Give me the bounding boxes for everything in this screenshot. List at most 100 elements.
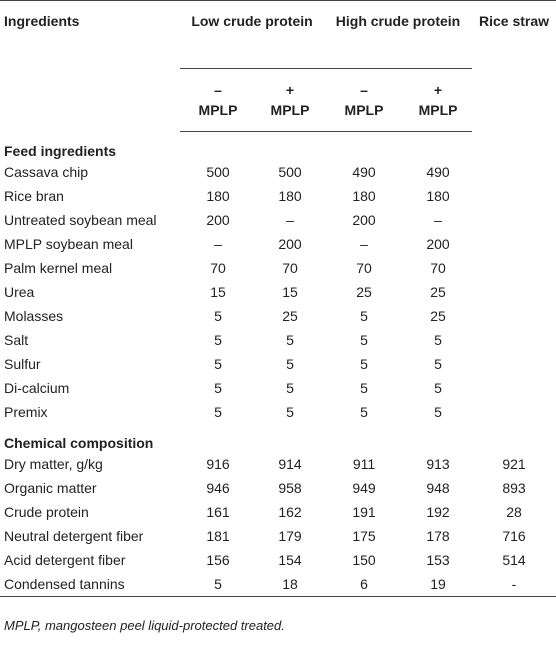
cell: 5 bbox=[214, 380, 222, 396]
cell: 5 bbox=[360, 332, 368, 348]
cell: 911 bbox=[352, 456, 376, 472]
cell: 514 bbox=[502, 552, 526, 568]
cell: 25 bbox=[282, 308, 298, 324]
data-row: Condensed tannins 5 18 6 19- bbox=[0, 572, 556, 597]
treatment-sign: + bbox=[433, 82, 443, 98]
cell: 161 bbox=[206, 504, 230, 520]
cell: 154 bbox=[278, 552, 302, 568]
treatment-label: MPLP bbox=[344, 102, 384, 118]
treatment-sign: – bbox=[214, 82, 222, 98]
cell: 70 bbox=[282, 260, 298, 276]
cell: 5 bbox=[214, 356, 222, 372]
cell: 5 bbox=[214, 308, 222, 324]
cell: 6 bbox=[324, 572, 404, 597]
header-cell: Rice straw bbox=[478, 13, 550, 29]
cell: 25 bbox=[430, 284, 446, 300]
data-row: Premix 5 5 5 5 bbox=[0, 400, 556, 424]
row-label: Sulfur bbox=[4, 356, 41, 372]
cell: 70 bbox=[356, 260, 372, 276]
row-label: Rice bran bbox=[4, 188, 64, 204]
cell: 946 bbox=[206, 480, 230, 496]
cell: 913 bbox=[426, 456, 450, 472]
data-row: Acid detergent fiber 156 154 150 153 514 bbox=[0, 548, 556, 572]
cell: 500 bbox=[278, 164, 302, 180]
row-label: Palm kernel meal bbox=[4, 260, 113, 276]
cell: 921 bbox=[502, 456, 526, 472]
header-row: – MPLP + MPLP – MPLP + MPLP bbox=[0, 68, 556, 132]
section-title: Feed ingredients bbox=[4, 143, 117, 159]
cell: – bbox=[214, 236, 222, 252]
treatment-sign: + bbox=[285, 82, 295, 98]
cell: 5 bbox=[434, 332, 442, 348]
treatment-sign: – bbox=[360, 82, 368, 98]
cell: 5 bbox=[180, 572, 256, 597]
cell: 200 bbox=[426, 236, 450, 252]
cell: 958 bbox=[278, 480, 302, 496]
empty-cell bbox=[472, 232, 556, 256]
cell: 914 bbox=[278, 456, 302, 472]
cell: 191 bbox=[352, 504, 376, 520]
table-body: Ingredients Low crude protein High crude p… bbox=[0, 0, 556, 597]
empty-cell bbox=[472, 376, 556, 400]
cell: 70 bbox=[430, 260, 446, 276]
section-row: Chemical composition bbox=[0, 424, 556, 452]
cell: 18 bbox=[256, 572, 324, 597]
data-row: Neutral detergent fiber 181 179 175 178 716 bbox=[0, 524, 556, 548]
data-row: Urea 15 15 25 25 bbox=[0, 280, 556, 304]
cell: 15 bbox=[210, 284, 226, 300]
data-row: Palm kernel meal 70 70 70 70 bbox=[0, 256, 556, 280]
cell: 180 bbox=[206, 188, 230, 204]
cell: 25 bbox=[356, 284, 372, 300]
header-cell: Ingredients bbox=[4, 13, 80, 29]
group-header: Low crude protein bbox=[180, 0, 324, 69]
row-label: Untreated soybean meal bbox=[4, 212, 157, 228]
cell: 5 bbox=[360, 404, 368, 420]
row-label: Dry matter, g/kg bbox=[4, 456, 103, 472]
section-title: Chemical composition bbox=[4, 435, 154, 451]
cell: 150 bbox=[352, 552, 376, 568]
cell: 5 bbox=[434, 356, 442, 372]
empty-cell bbox=[472, 280, 556, 304]
cell: 916 bbox=[206, 456, 230, 472]
cell: 5 bbox=[360, 356, 368, 372]
cell: 70 bbox=[210, 260, 226, 276]
row-label: Salt bbox=[4, 332, 29, 348]
cell: 156 bbox=[206, 552, 230, 568]
cell: – bbox=[360, 236, 368, 252]
cell: – bbox=[434, 212, 442, 228]
cell: 500 bbox=[206, 164, 230, 180]
cell: 5 bbox=[434, 404, 442, 420]
row-label: Crude protein bbox=[4, 504, 89, 520]
cell: 153 bbox=[426, 552, 450, 568]
data-row: Molasses 5 25 5 25 bbox=[0, 304, 556, 328]
cell: 893 bbox=[502, 480, 526, 496]
treatment-label: MPLP bbox=[198, 102, 238, 118]
cell: 490 bbox=[352, 164, 376, 180]
cell: 200 bbox=[352, 212, 376, 228]
cell: 180 bbox=[426, 188, 450, 204]
empty-cell bbox=[472, 328, 556, 352]
treatment-header: – MPLP bbox=[180, 68, 256, 132]
treatment-header: + MPLP bbox=[404, 68, 473, 132]
treatment-header: + MPLP bbox=[256, 68, 324, 132]
row-label: Molasses bbox=[4, 308, 64, 324]
row-label: Cassava chip bbox=[4, 164, 89, 180]
data-row: Sulfur 5 5 5 5 bbox=[0, 352, 556, 376]
cell: 5 bbox=[286, 404, 294, 420]
data-row: Cassava chip 500 500 490 490 bbox=[0, 160, 556, 184]
row-label: Acid detergent fiber bbox=[4, 552, 126, 568]
cell: 28 bbox=[506, 504, 522, 520]
data-row: Crude protein 161 162 191 192 28 bbox=[0, 500, 556, 524]
cell: 175 bbox=[352, 528, 376, 544]
row-label: Di-calcium bbox=[4, 380, 70, 396]
data-row: Organic matter 946 958 949 948 893 bbox=[0, 476, 556, 500]
footnote: MPLP, mangosteen peel liquid-protected t… bbox=[4, 618, 285, 633]
cell: 25 bbox=[430, 308, 446, 324]
cell: 948 bbox=[426, 480, 450, 496]
data-row: Salt 5 5 5 5 bbox=[0, 328, 556, 352]
cell: 179 bbox=[278, 528, 302, 544]
row-label: Condensed tannins bbox=[0, 572, 180, 597]
data-row: Untreated soybean meal 200 – 200 – bbox=[0, 208, 556, 232]
cell: 716 bbox=[502, 528, 526, 544]
